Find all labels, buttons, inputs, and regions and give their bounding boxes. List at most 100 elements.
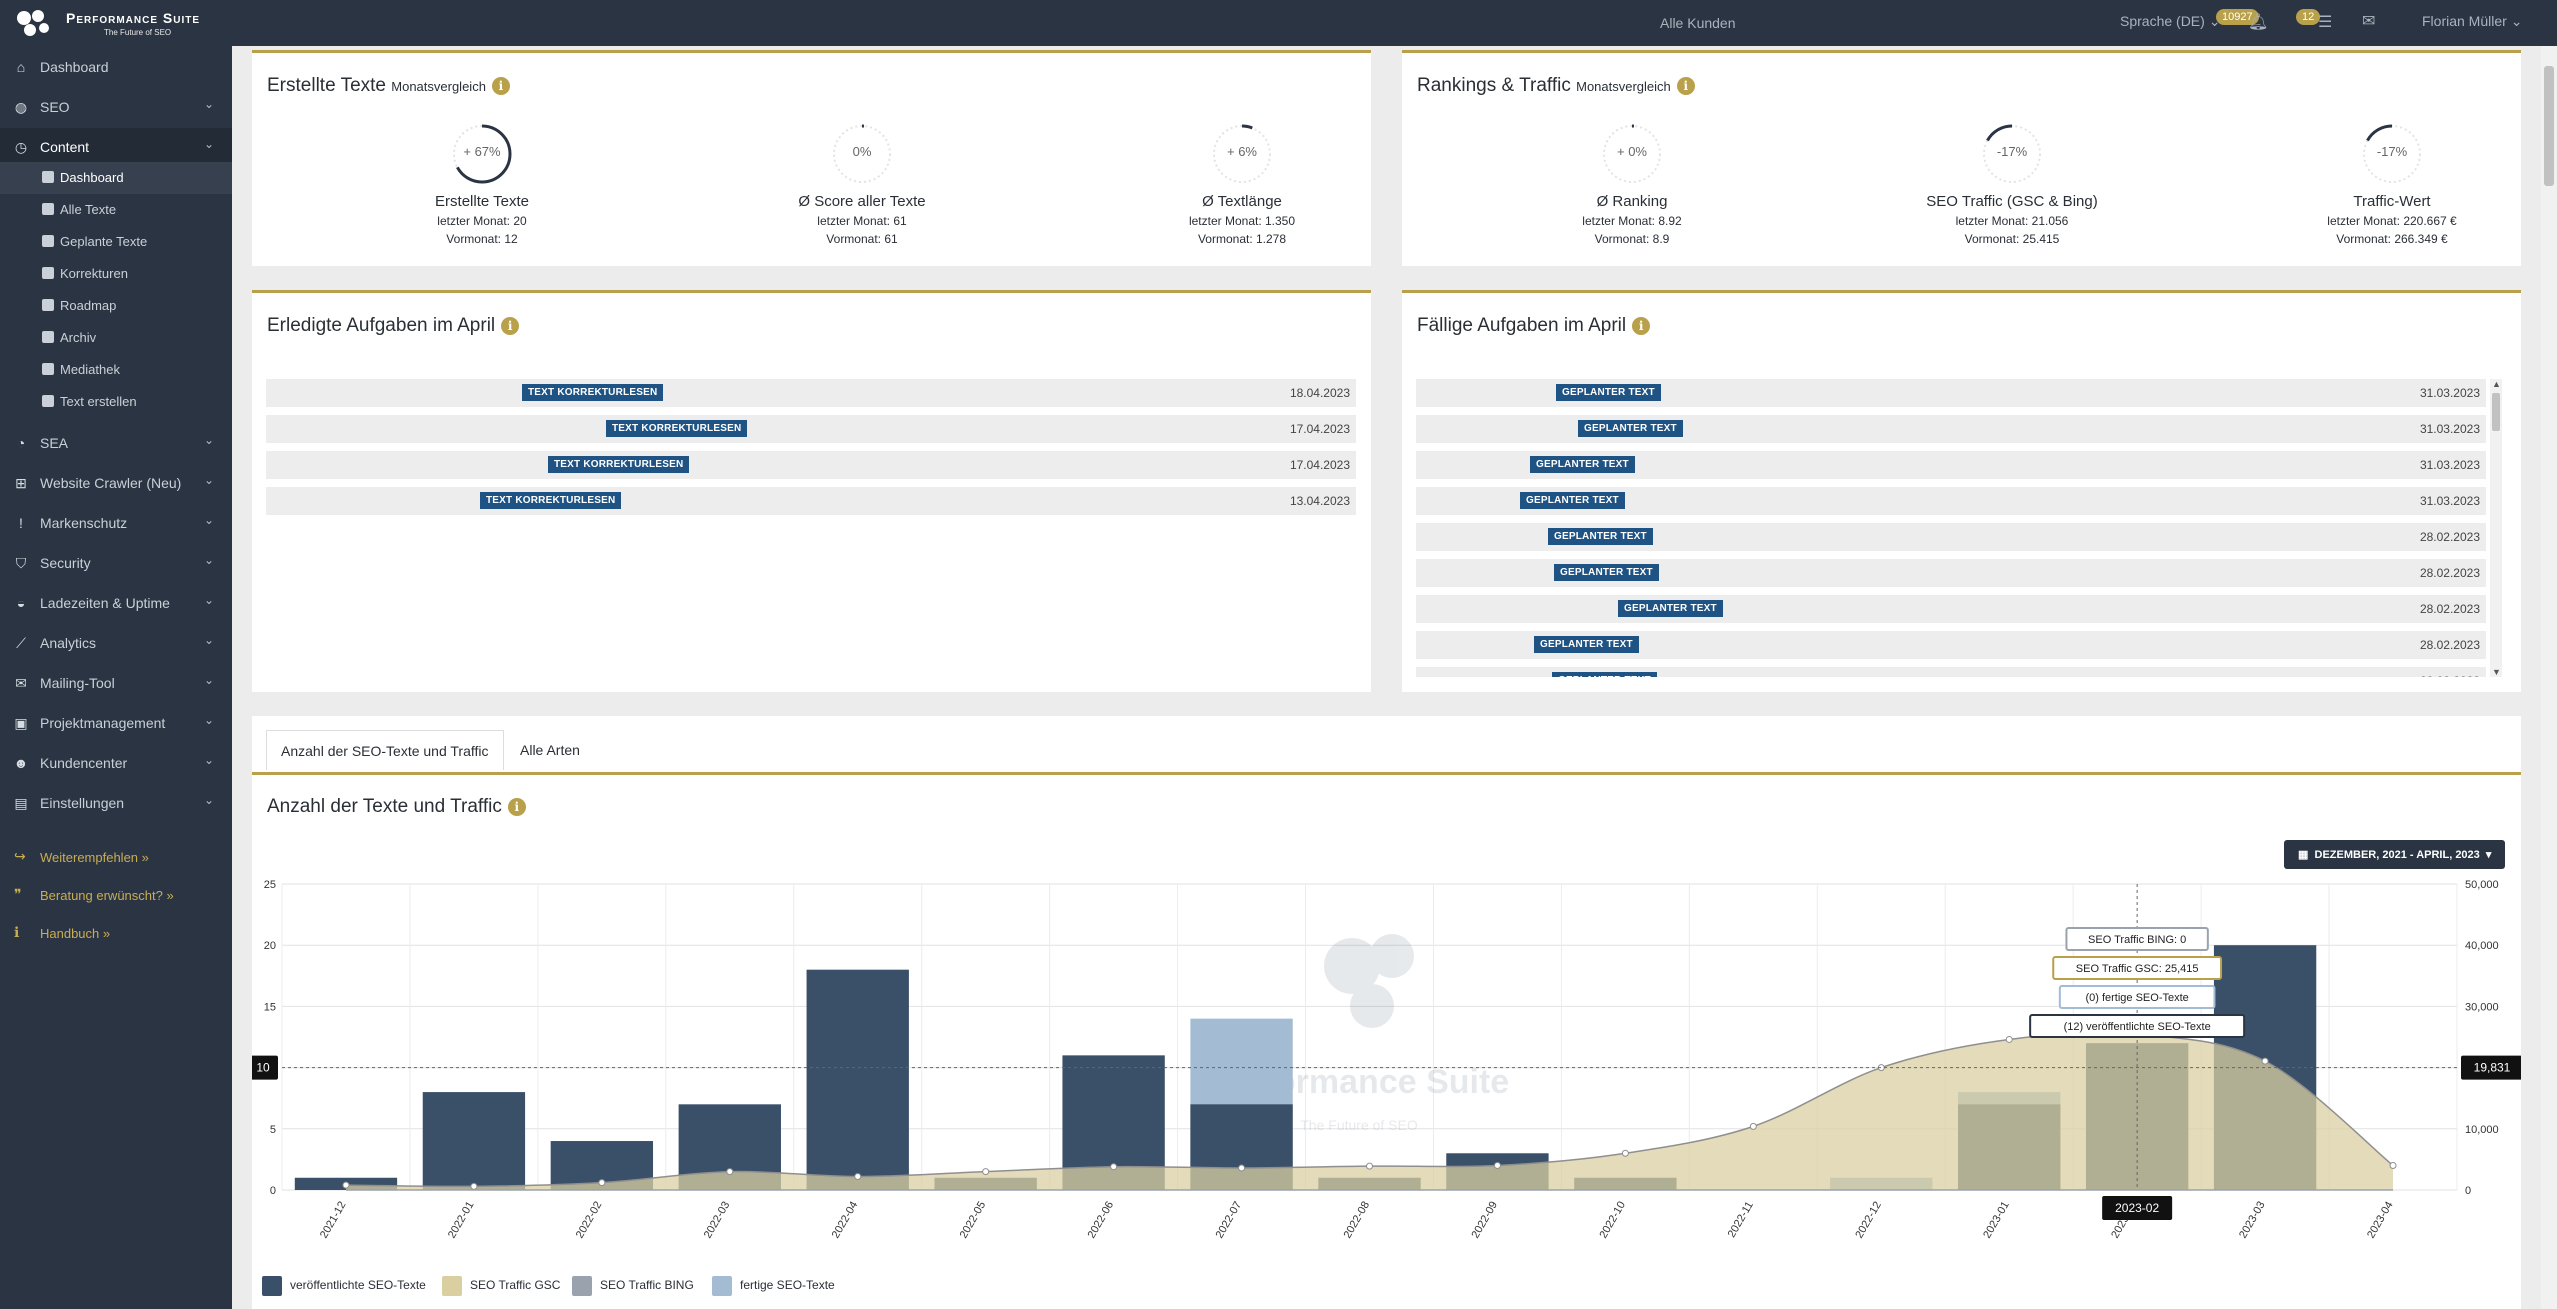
sidebar-subitem-korrekturen[interactable]: Korrekturen (0, 258, 232, 290)
page-scrollbar-thumb[interactable] (2544, 66, 2554, 186)
notification-count-badge: 10927 (2216, 9, 2259, 25)
task-tag[interactable]: GEPLANTER TEXT (1552, 672, 1657, 677)
task-row[interactable]: TEXT KORREKTURLESEN 18.04.2023 (266, 379, 1356, 407)
stat-change-value: -17% (1996, 144, 2028, 159)
sidebar-item-einstellungen[interactable]: ▤ Einstellungen ⌄ (0, 784, 232, 822)
lock-icon: ▤ (14, 795, 28, 811)
task-row[interactable]: GEPLANTER TEXT 31.03.2023 (1416, 487, 2486, 515)
task-row[interactable]: GEPLANTER TEXT 31.03.2023 (1416, 451, 2486, 479)
envelope-icon[interactable]: ✉ (2362, 13, 2376, 30)
bar-veroeffentlichte-seo-texte (2213, 945, 2317, 1190)
bell-icon[interactable]: 🔔︎ (2248, 14, 2269, 31)
task-tag[interactable]: GEPLANTER TEXT (1534, 636, 1639, 653)
task-tag[interactable]: GEPLANTER TEXT (1520, 492, 1625, 509)
task-row[interactable]: GEPLANTER TEXT 28.02.2023 (1416, 631, 2486, 659)
sidebar-subitem-alle-texte[interactable]: Alle Texte (0, 194, 232, 226)
texts-traffic-chart[interactable]: 0 0 5 10,000 10 20,000 15 30,000 20 40,000 25 50,00… (252, 716, 2521, 1309)
page-scrollbar[interactable] (2541, 46, 2557, 1309)
sidebar-subitem-text-erstellen[interactable]: Text erstellen (0, 386, 232, 418)
task-count-badge: 12 (2296, 9, 2321, 25)
date-range-button[interactable]: ▦ DEZEMBER, 2021 - APRIL, 2023 ▾ (2284, 840, 2506, 869)
task-tag[interactable]: GEPLANTER TEXT (1548, 528, 1653, 545)
list-icon[interactable]: ☰ (2318, 14, 2333, 31)
info-icon[interactable]: i (501, 316, 520, 335)
sidebar-item-security[interactable]: ⛉ Security ⌄ (0, 544, 232, 582)
task-tag[interactable]: TEXT KORREKTURLESEN (606, 420, 748, 437)
task-tag[interactable]: TEXT KORREKTURLESEN (522, 384, 664, 401)
scroll-down-icon[interactable]: ▼ (2492, 667, 2501, 677)
scrollbar-thumb[interactable] (2492, 393, 2500, 431)
info-icon[interactable]: i (491, 76, 510, 95)
due-tasks-list[interactable]: GEPLANTER TEXT 31.03.2023 GEPLANTER TEXT … (1416, 379, 2506, 677)
point-seo-traffic-gsc (342, 1181, 350, 1189)
scroll-up-icon[interactable]: ▲ (2492, 379, 2501, 389)
task-row[interactable]: GEPLANTER TEXT 28.02.2023 (1416, 595, 2486, 623)
sidebar-item-seo[interactable]: ◍ SEO ⌄ (0, 88, 232, 126)
sidebar-item-projektmanagement[interactable]: ▣ Projektmanagement ⌄ (0, 704, 232, 742)
info-icon[interactable]: i (1632, 316, 1651, 335)
sidebar-item-ladezeiten-uptime[interactable]: ◒ Ladezeiten & Uptime ⌄ (0, 584, 232, 622)
sidebar-subitem-dashboard[interactable]: Dashboard (0, 162, 232, 194)
tab-all-types[interactable]: Alle Arten (520, 742, 580, 758)
task-tag[interactable]: TEXT KORREKTURLESEN (480, 492, 622, 509)
task-row[interactable]: TEXT KORREKTURLESEN 17.04.2023 (266, 415, 1356, 443)
task-date: 31.03.2023 (2419, 494, 2480, 508)
task-row[interactable]: GEPLANTER TEXT 31.03.2023 (1416, 415, 2486, 443)
sidebar-item-sea[interactable]: ◔ SEA ⌄ (0, 424, 232, 462)
bar-veroeffentlichte-seo-texte (1958, 1104, 2061, 1190)
sidebar-item-content[interactable]: ◷ Content ⌄ (0, 128, 232, 166)
sidebar-promo-link[interactable]: ❞ Beratung erwünscht? » (0, 880, 232, 910)
sidebar-item-markenschutz[interactable]: ! Markenschutz ⌄ (0, 504, 232, 542)
watermark-tagline: The Future of SEO (1300, 1117, 1418, 1133)
sidebar-subitem-label: Alle Texte (60, 202, 117, 217)
sidebar-promo-link[interactable]: ↪ Weiterempfehlen » (0, 842, 232, 872)
task-row[interactable]: GEPLANTER TEXT 31.03.2023 (1416, 379, 2486, 407)
sidebar-item-label: Website Crawler (Neu) (40, 475, 182, 491)
chart-legend: veröffentlichte SEO-Texte SEO Traffic GS… (262, 1274, 962, 1300)
task-date: 28.02.2023 (2420, 674, 2480, 677)
info-icon[interactable]: i (507, 797, 526, 816)
sidebar-item-dashboard[interactable]: ⌂ Dashboard (0, 48, 232, 86)
task-tag[interactable]: GEPLANTER TEXT (1618, 600, 1723, 617)
task-row[interactable]: GEPLANTER TEXT 28.02.2023 (1416, 667, 2486, 677)
task-row[interactable]: TEXT KORREKTURLESEN 17.04.2023 (266, 451, 1356, 479)
stat-gauge: 0% (827, 119, 897, 189)
bar-veroeffentlichte-seo-texte (1446, 1153, 1549, 1190)
sidebar-subitem-geplante-texte[interactable]: Geplante Texte (0, 226, 232, 258)
user-menu[interactable]: Florian Müller ⌄ (2422, 13, 2522, 30)
sidebar-item-analytics[interactable]: ⟋ Analytics ⌄ (0, 624, 232, 662)
language-selector[interactable]: Sprache (DE) ⌄ (2120, 13, 2220, 30)
sidebar-promo-link[interactable]: ℹ Handbuch » (0, 918, 232, 948)
sidebar-subitem-mediathek[interactable]: Mediathek (0, 354, 232, 386)
x-tick-label: 2022-06 (1086, 1200, 1117, 1241)
task-tag[interactable]: GEPLANTER TEXT (1530, 456, 1635, 473)
sidebar-item-label: Ladezeiten & Uptime (40, 595, 170, 611)
info-icon[interactable]: i (1676, 76, 1695, 95)
sidebar-item-mailing-tool[interactable]: ✉ Mailing-Tool ⌄ (0, 664, 232, 702)
y-right-tick-label: 40,000 (2465, 940, 2499, 952)
point-seo-traffic-gsc (1493, 1162, 1501, 1170)
app-logo[interactable]: Performance Suite The Future of SEO (14, 6, 214, 40)
task-date: 13.04.2023 (1289, 494, 1350, 508)
sidebar-subitem-roadmap[interactable]: Roadmap (0, 290, 232, 322)
panel-title-text: Erstellte Texte (267, 75, 386, 96)
stat-card: -17% Traffic-Wert letzter Monat: 220.667… (2262, 119, 2522, 246)
created-texts-panel: Erstellte Texte Monatsvergleich i + 67% E… (252, 50, 1371, 266)
customer-filter[interactable]: Alle Kunden (1660, 15, 1736, 31)
sidebar-item-website-crawler-neu[interactable]: ⊞ Website Crawler (Neu) ⌄ (0, 464, 232, 502)
task-row[interactable]: TEXT KORREKTURLESEN 13.04.2023 (266, 487, 1356, 515)
task-tag[interactable]: GEPLANTER TEXT (1554, 564, 1659, 581)
tooltip-text: (0) fertige SEO-Texte (2085, 992, 2188, 1004)
bar-veroeffentlichte-seo-texte (806, 969, 909, 1190)
task-row[interactable]: GEPLANTER TEXT 28.02.2023 (1416, 559, 2486, 587)
task-row[interactable]: GEPLANTER TEXT 28.02.2023 (1416, 523, 2486, 551)
task-tag[interactable]: TEXT KORREKTURLESEN (548, 456, 690, 473)
task-tag[interactable]: GEPLANTER TEXT (1578, 420, 1683, 437)
due-tasks-scrollbar[interactable]: ▲ ▼ (2490, 379, 2502, 677)
sidebar-subitem-archiv[interactable]: Archiv (0, 322, 232, 354)
sidebar-item-kundencenter[interactable]: ☻ Kundencenter ⌄ (0, 744, 232, 782)
task-tag[interactable]: GEPLANTER TEXT (1556, 384, 1661, 401)
point-seo-traffic-gsc (1238, 1164, 1246, 1172)
sidebar-subitem-label: Geplante Texte (60, 234, 148, 249)
tab-seo-texts-traffic[interactable]: Anzahl der SEO-Texte und Traffic (266, 730, 504, 770)
